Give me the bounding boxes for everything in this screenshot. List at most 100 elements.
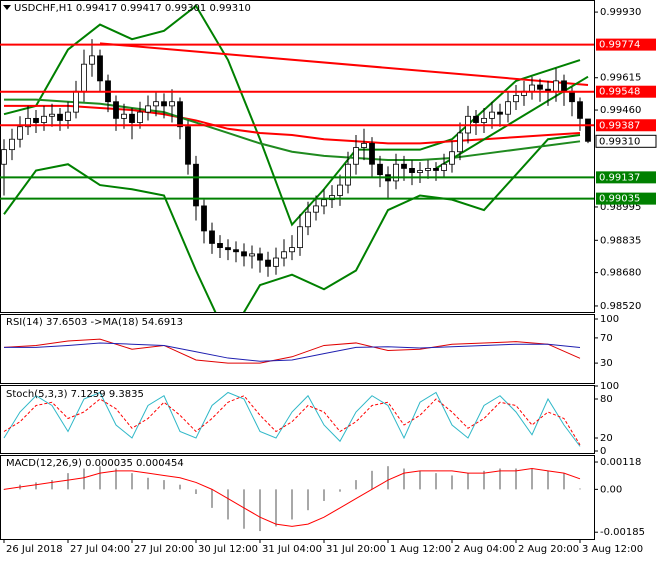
candle-body xyxy=(361,142,367,148)
x-tick-label: 27 Jul 04:00 xyxy=(70,544,130,555)
candle-body xyxy=(57,113,63,121)
y-tick-label: 0 xyxy=(600,446,606,457)
candle-body xyxy=(585,118,591,142)
candle-body xyxy=(225,247,231,251)
histogram-bar xyxy=(243,489,245,529)
histogram-bar xyxy=(99,466,101,490)
candle-body xyxy=(209,230,215,244)
symbol-icon xyxy=(3,5,11,10)
candle-body xyxy=(345,163,351,186)
candle-body xyxy=(89,55,95,65)
y-tick-label: 0.00118 xyxy=(600,457,641,468)
indicator-line xyxy=(3,395,581,446)
level-label: 0.99035 xyxy=(599,194,640,205)
y-tick-label: 30 xyxy=(600,358,613,369)
histogram-bar xyxy=(275,489,277,527)
candle-body xyxy=(273,257,279,267)
level-label-box xyxy=(596,85,656,98)
histogram-bar xyxy=(339,489,341,492)
plot-layer: 0.99930 0.99615 0.99460 0.98995 0.98835 0.986… xyxy=(0,4,657,555)
histogram-bar xyxy=(83,468,85,490)
histogram-bar xyxy=(195,489,197,494)
histogram-bar xyxy=(371,470,373,490)
x-tick-label: 31 Jul 20:00 xyxy=(326,544,386,555)
macd-frame xyxy=(0,455,595,540)
panel-plot xyxy=(3,338,581,364)
candle-body xyxy=(569,90,575,103)
histogram-bar xyxy=(531,468,533,490)
histogram-bar xyxy=(35,482,37,490)
candle-body xyxy=(473,115,479,123)
y-tick-label: 0.00 xyxy=(600,484,622,495)
candle-body xyxy=(25,117,31,128)
histogram-bar xyxy=(323,489,325,501)
x-tick-label: 30 Jul 12:00 xyxy=(198,544,258,555)
candle-body xyxy=(353,147,359,165)
candle-body xyxy=(193,163,199,207)
histogram-bar xyxy=(179,484,181,490)
x-tick-label: 2 Aug 20:00 xyxy=(518,544,579,555)
y-tick-label: 0.99615 xyxy=(600,73,641,84)
candle-body xyxy=(321,199,327,207)
candle-body xyxy=(41,115,47,123)
histogram-bar xyxy=(67,473,69,490)
candle-body xyxy=(161,101,167,107)
level-label-box xyxy=(596,192,656,205)
y-tick-label: -0.00185 xyxy=(600,527,645,538)
histogram-bar xyxy=(387,466,389,490)
candle-body xyxy=(113,101,119,119)
candle-body xyxy=(49,113,55,117)
candle-body xyxy=(393,163,399,182)
candle-body xyxy=(233,249,239,253)
indicator-line xyxy=(3,468,581,527)
histogram-bar xyxy=(499,468,501,490)
candle-body xyxy=(489,111,495,119)
histogram-bar xyxy=(355,480,357,490)
x-tick-label: 3 Aug 12:00 xyxy=(582,544,643,555)
y-tick-label: 0.98995 xyxy=(600,202,641,213)
rsi-title: RSI(14) 37.6503 ->MA(18) 54.6913 xyxy=(6,317,183,328)
histogram-bar xyxy=(467,473,469,490)
level-label: 0.99548 xyxy=(599,87,640,98)
candle-body xyxy=(137,111,143,123)
candle-body xyxy=(97,55,103,82)
candle-body xyxy=(313,205,319,213)
candle-body xyxy=(297,226,303,248)
histogram-bar xyxy=(451,475,453,490)
candle-body xyxy=(537,84,543,90)
last-price-box xyxy=(595,134,657,148)
indicator-line xyxy=(3,134,581,312)
y-tick-label: 0.99460 xyxy=(600,105,641,116)
candle-body xyxy=(249,253,255,257)
y-tick-label: 80 xyxy=(600,394,613,405)
candle-body xyxy=(33,117,39,123)
stoch-title: Stoch(5,3,3) 7.1259 9.3835 xyxy=(6,389,144,400)
candle-body xyxy=(9,138,15,151)
histogram-bar xyxy=(483,470,485,490)
x-tick-label: 31 Jul 04:00 xyxy=(262,544,322,555)
candle-body xyxy=(377,163,383,176)
last-price-label: 0.99310 xyxy=(599,136,640,147)
main-frame xyxy=(0,0,595,313)
candle-body xyxy=(553,80,559,92)
candle-body xyxy=(201,205,207,232)
candle-body xyxy=(481,117,487,123)
candle-body xyxy=(561,80,567,92)
candle-body xyxy=(265,259,271,267)
macd-title: MACD(12,26,9) 0.000035 0.000454 xyxy=(6,458,184,469)
panel-plot xyxy=(1,4,591,312)
candle-body xyxy=(121,113,127,119)
candle-body xyxy=(73,90,79,113)
histogram-bar xyxy=(291,489,293,520)
candle-body xyxy=(17,126,23,140)
indicator-line xyxy=(4,98,581,162)
histogram-bar xyxy=(131,473,133,490)
x-tick-label: 27 Jul 20:00 xyxy=(134,544,194,555)
histogram-bar xyxy=(307,489,309,511)
candle-body xyxy=(409,168,415,173)
histogram-bar xyxy=(227,489,229,520)
candle-body xyxy=(241,251,247,257)
indicator-line xyxy=(4,342,581,362)
